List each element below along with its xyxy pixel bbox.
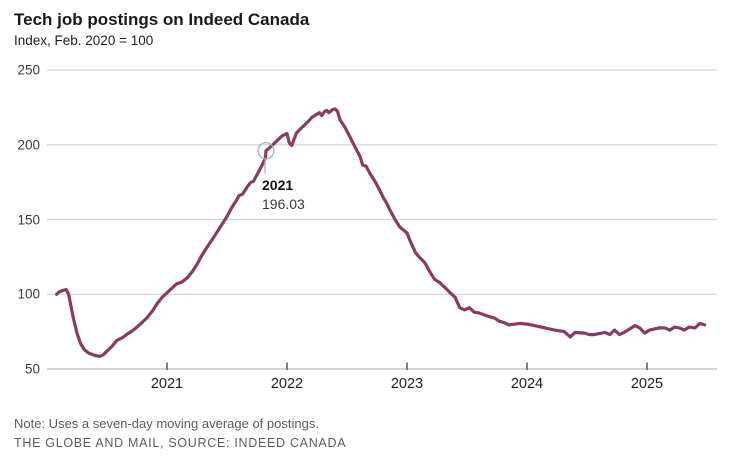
tooltip-annotation: 2021 196.03 — [262, 176, 305, 213]
x-axis-label-2021: 2021 — [150, 376, 184, 392]
x-axis-label-2023: 2023 — [390, 376, 424, 392]
chart-subtitle: Index, Feb. 2020 = 100 — [14, 33, 154, 48]
x-axis-label-2025: 2025 — [630, 376, 664, 392]
y-axis-label-150: 150 — [17, 212, 40, 227]
y-axis-label-50: 50 — [24, 361, 40, 377]
data-line[interactable] — [54, 107, 707, 358]
chart-title: Tech job postings on Indeed Canada — [14, 10, 310, 29]
annotation-value-label: 196.03 — [262, 195, 305, 212]
y-axis-label-250: 250 — [17, 62, 40, 78]
x-axis-label-2022: 2022 — [270, 376, 304, 392]
y-axis-label-200: 200 — [17, 137, 40, 153]
chart-note: Note: Uses a seven-day moving average of… — [14, 416, 319, 431]
x-axis-label-2024: 2024 — [510, 376, 544, 392]
y-axis-label-100: 100 — [17, 286, 40, 302]
annotation-year-label: 2021 — [262, 176, 294, 193]
chart-source: THE GLOBE AND MAIL, SOURCE: INDEED CANAD… — [14, 436, 347, 450]
annotation-marker-icon — [257, 142, 275, 160]
